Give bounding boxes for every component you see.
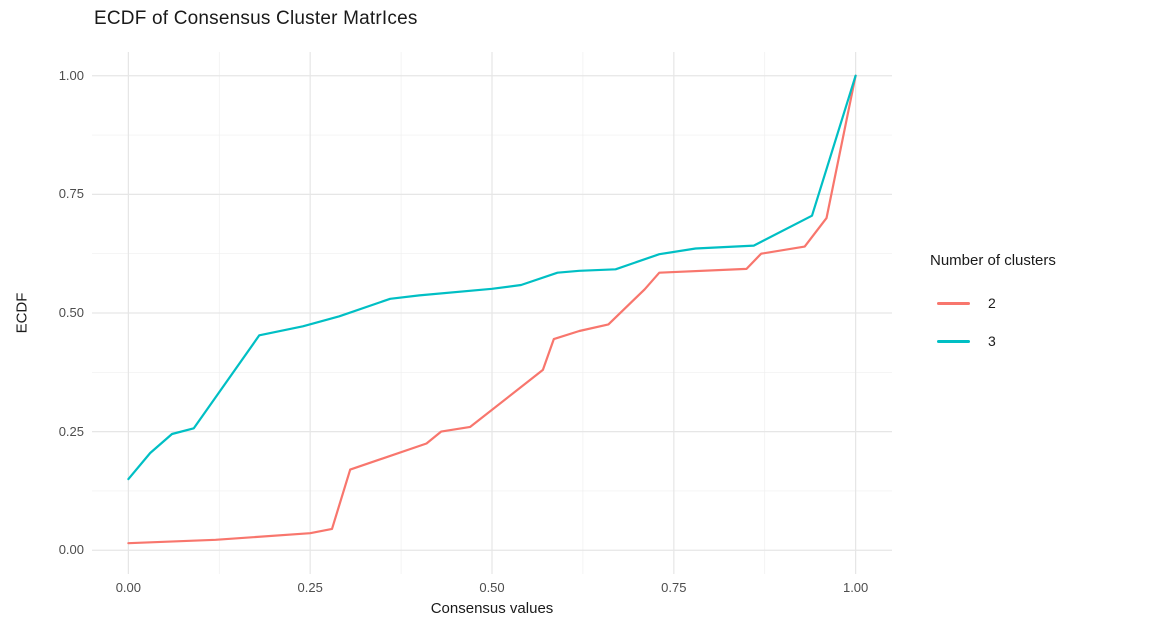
legend-item-label: 3 [988, 333, 996, 349]
legend-item-cluster-2: 2 [930, 295, 1056, 311]
y-tick-label: 0.75 [58, 186, 84, 202]
ecdf-line-cluster-3 [127, 74, 857, 481]
ecdf-line-cluster-2 [127, 74, 857, 545]
x-tick-label: 0.25 [297, 580, 323, 595]
y-tick-label: 1.00 [58, 67, 84, 83]
y-tick-label: 0.50 [58, 305, 84, 320]
x-tick-label: 1.00 [842, 580, 869, 595]
legend-item-cluster-3: 3 [930, 333, 1056, 349]
chart-title: ECDF of Consensus Cluster MatrIces [94, 8, 418, 29]
x-tick-label: 0.75 [661, 580, 687, 595]
legend-title: Number of clusters [930, 252, 1056, 269]
y-tick-label: 0.25 [58, 423, 84, 439]
legend: Number of clusters 2 3 [930, 252, 1056, 371]
plot-panel [92, 52, 892, 574]
y-tick-label: 0.00 [58, 542, 84, 558]
legend-item-label: 2 [988, 295, 996, 311]
legend-line-swatch-2 [937, 301, 970, 305]
x-tick-label: 0.00 [115, 580, 142, 595]
x-tick-label: 0.50 [479, 580, 505, 595]
x-axis-title: Consensus values [430, 600, 554, 617]
legend-line-swatch-3 [937, 339, 970, 343]
